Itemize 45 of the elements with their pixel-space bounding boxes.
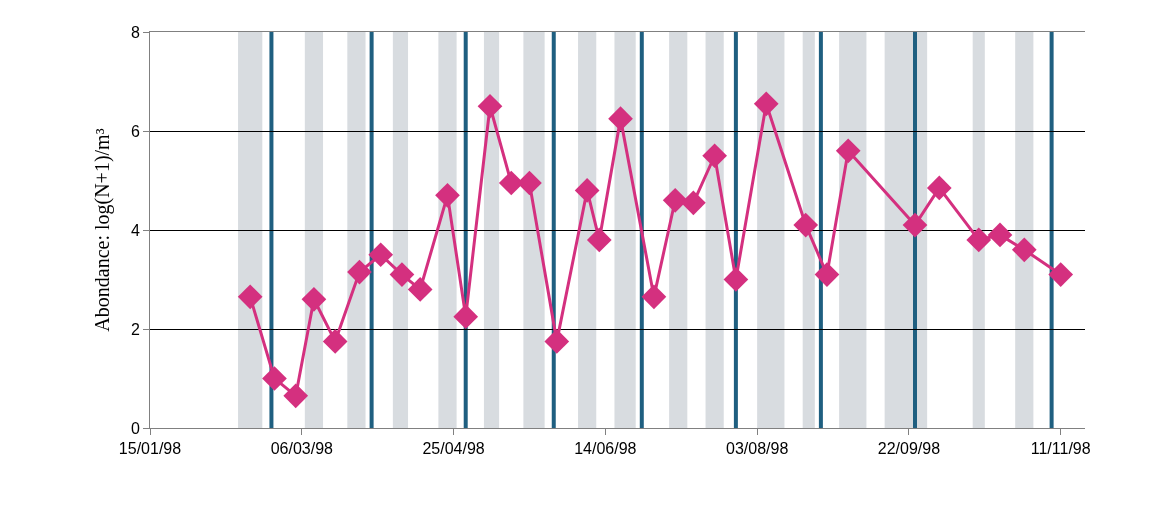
point [966, 227, 992, 253]
point [586, 227, 612, 253]
x-tick-label: 03/08/98 [726, 440, 789, 458]
point [835, 138, 861, 164]
point [574, 178, 600, 203]
point [793, 212, 819, 238]
point [347, 259, 372, 285]
y-tick-label: 6 [130, 122, 140, 140]
point [435, 183, 460, 208]
point [368, 242, 394, 268]
y-tick-label: 8 [130, 23, 140, 41]
point [517, 170, 542, 196]
point [322, 329, 348, 354]
point [301, 286, 327, 312]
point [407, 277, 433, 302]
point [662, 187, 688, 213]
point [283, 383, 309, 409]
x-tick-label: 25/04/98 [422, 440, 485, 458]
point [641, 284, 667, 310]
x-tick-label: 14/06/98 [574, 440, 637, 458]
point [723, 267, 749, 292]
point [477, 93, 503, 119]
y-axis-title: Abondance: log(N+1)/m³ [91, 128, 115, 332]
point [926, 175, 952, 201]
x-tick-label: 11/11/98 [1030, 440, 1091, 458]
point [753, 91, 779, 117]
point [902, 212, 928, 238]
point [681, 190, 706, 216]
x-tick-label: 06/03/98 [270, 440, 334, 458]
point [814, 262, 840, 287]
point [702, 143, 727, 169]
point [608, 106, 633, 131]
x-tick-label: 22/09/98 [877, 440, 941, 458]
point [262, 366, 287, 391]
y-tick-label: 2 [130, 320, 140, 338]
point [544, 329, 570, 354]
point [389, 262, 415, 287]
point [453, 304, 479, 329]
point [987, 222, 1013, 248]
y-tick-label: 4 [130, 221, 140, 239]
y-tick-label: 0 [130, 419, 140, 437]
x-tick-label: 15/01/98 [118, 440, 182, 458]
point [1011, 237, 1037, 263]
point [1048, 262, 1074, 287]
point [237, 284, 263, 310]
